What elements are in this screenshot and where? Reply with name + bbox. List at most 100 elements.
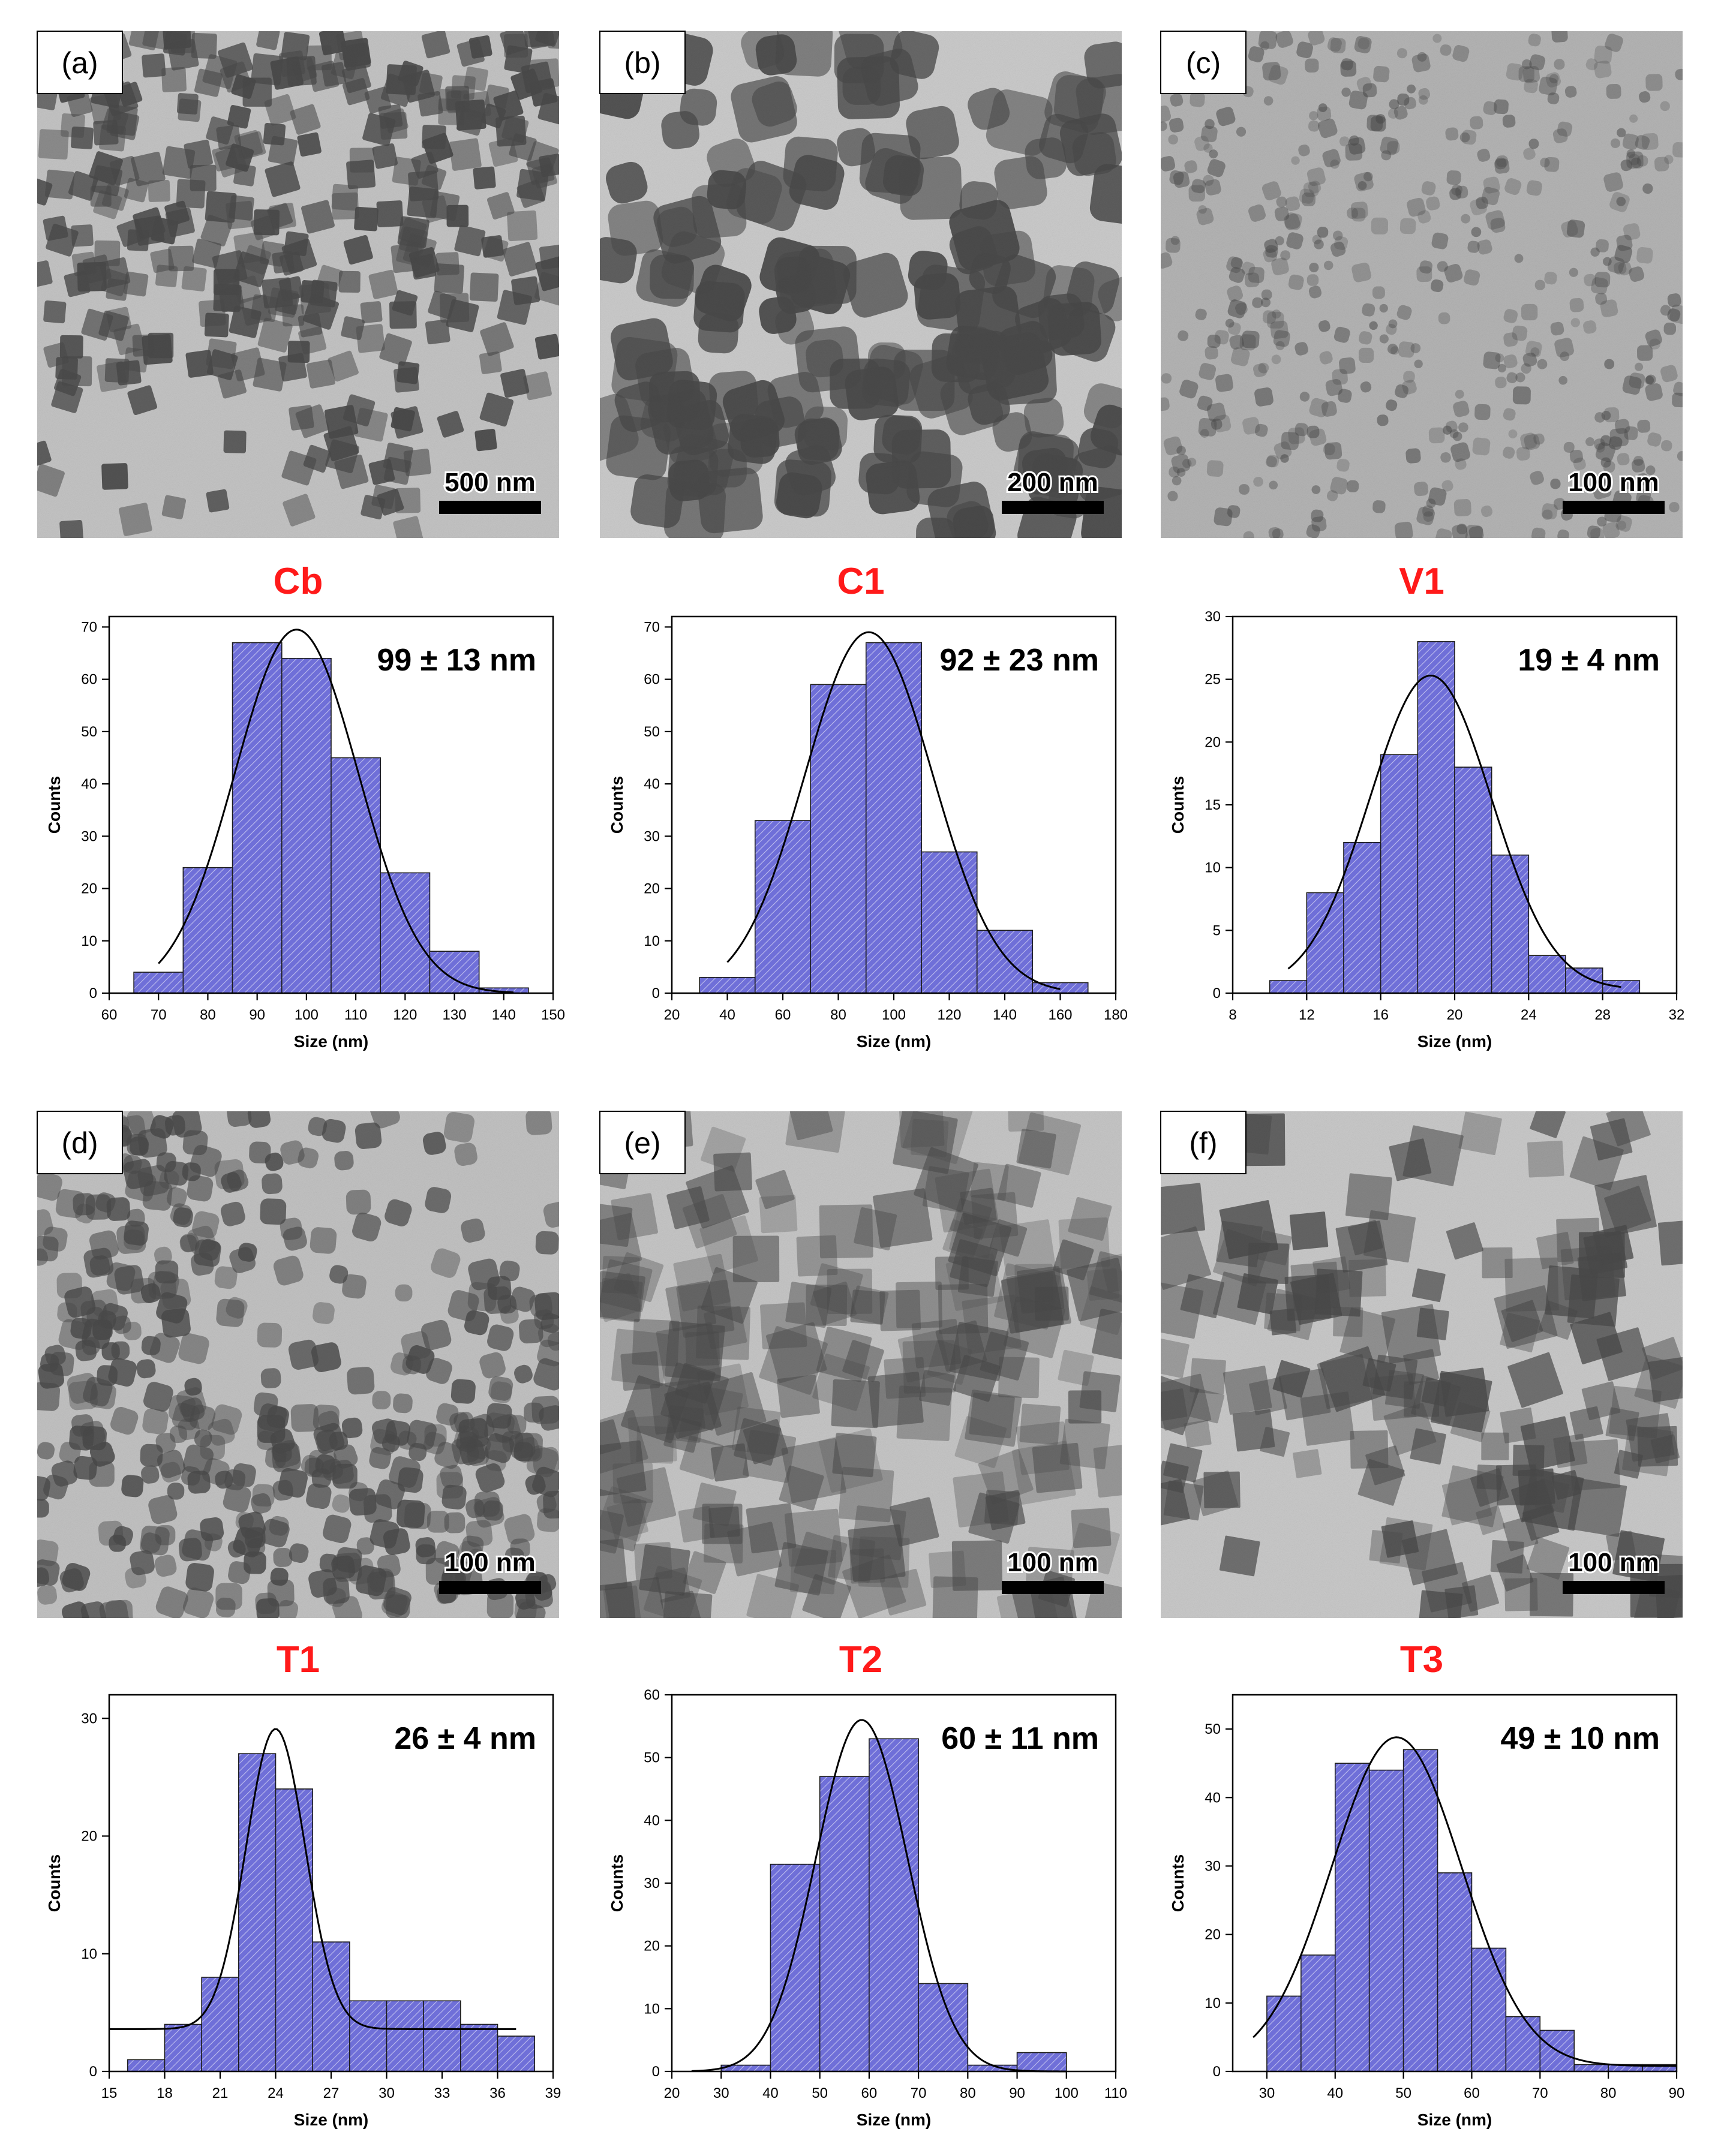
sample-label-t1: T1 bbox=[277, 1639, 320, 1680]
histogram-bar bbox=[1016, 2052, 1067, 2072]
x-axis-title: Size (nm) bbox=[1417, 2110, 1492, 2129]
x-tick-label: 80 bbox=[960, 2085, 976, 2101]
x-tick-label: 140 bbox=[993, 1007, 1017, 1023]
panel-label: (f) bbox=[1160, 1111, 1247, 1174]
histogram-bar bbox=[1402, 1749, 1438, 2072]
tem-image-t2: (e) 100 nm bbox=[599, 1111, 1122, 1618]
scale-bar-label: 100 nm bbox=[444, 1548, 536, 1577]
x-tick-label: 90 bbox=[1009, 2085, 1025, 2101]
x-tick-label: 30 bbox=[713, 2085, 729, 2101]
size-annotation: 60 ± 11 nm bbox=[941, 1721, 1099, 1756]
x-axis-title: Size (nm) bbox=[857, 1032, 931, 1051]
y-tick-label: 50 bbox=[1205, 1721, 1221, 1737]
sample-label-v1: V1 bbox=[1399, 561, 1444, 602]
histogram-bar bbox=[133, 972, 184, 994]
histogram-bar bbox=[1454, 766, 1492, 994]
panel-label: (a) bbox=[37, 31, 123, 94]
y-tick-label: 70 bbox=[81, 619, 97, 635]
histogram-bar bbox=[976, 930, 1034, 994]
x-axis-title: Size (nm) bbox=[294, 2110, 368, 2129]
sample-label-t3: T3 bbox=[1400, 1639, 1443, 1680]
size-annotation: 19 ± 4 nm bbox=[1518, 643, 1660, 678]
histogram-bar bbox=[869, 1738, 919, 2072]
x-tick-label: 12 bbox=[1299, 1007, 1315, 1023]
y-axis-title: Counts bbox=[45, 776, 64, 834]
histogram-c1: 20 40 60 80 100 120 140 160 180 0 10 20 30 40 50 60 70 Si… bbox=[608, 615, 1128, 1051]
plot-frame bbox=[1232, 1694, 1678, 2073]
panel-label: (e) bbox=[599, 1111, 686, 1174]
x-tick-label: 20 bbox=[664, 2085, 680, 2101]
histogram-bar bbox=[1266, 1995, 1302, 2072]
x-tick-label: 50 bbox=[1395, 2085, 1411, 2101]
x-tick-label: 30 bbox=[379, 2085, 395, 2101]
histogram-bar bbox=[1306, 892, 1344, 994]
y-axis-title: Counts bbox=[608, 1854, 626, 1912]
x-tick-label: 110 bbox=[1104, 2085, 1127, 2101]
tem-particles bbox=[37, 1111, 559, 1618]
y-tick-label: 20 bbox=[644, 881, 660, 897]
histogram-bar bbox=[164, 2023, 202, 2072]
x-tick-label: 70 bbox=[151, 1007, 167, 1023]
histogram-bar bbox=[699, 977, 756, 994]
x-tick-label: 30 bbox=[1259, 2085, 1275, 2101]
tem-image-c1: (b) 200 nm bbox=[599, 31, 1122, 538]
y-tick-label: 0 bbox=[652, 2064, 660, 2080]
x-tick-label: 40 bbox=[1327, 2085, 1343, 2101]
x-axis-title: Size (nm) bbox=[294, 1032, 368, 1051]
histogram-bar bbox=[1491, 854, 1530, 994]
x-tick-label: 18 bbox=[157, 2085, 173, 2101]
histogram-bar bbox=[1334, 1763, 1370, 2072]
y-tick-label: 40 bbox=[81, 776, 97, 792]
tem-image-cb: (a) 500 nm bbox=[37, 31, 559, 538]
x-tick-label: 60 bbox=[861, 2085, 878, 2101]
y-tick-label: 25 bbox=[1205, 672, 1221, 688]
scale-bar-label: 100 nm bbox=[1007, 1548, 1098, 1577]
histogram-bar bbox=[281, 657, 332, 994]
x-tick-label: 20 bbox=[1447, 1007, 1463, 1023]
y-tick-label: 50 bbox=[644, 724, 660, 740]
x-axis-title: Size (nm) bbox=[857, 2110, 931, 2129]
gaussian-fit-line bbox=[1253, 1736, 1677, 2067]
histogram-bar bbox=[1565, 967, 1603, 994]
histogram-bar bbox=[1343, 841, 1381, 994]
x-tick-label: 70 bbox=[911, 2085, 927, 2101]
histogram-bar bbox=[275, 1788, 313, 2072]
gaussian-fit-line bbox=[158, 629, 514, 994]
x-tick-label: 80 bbox=[200, 1007, 216, 1023]
panel-label-text: (c) bbox=[1186, 46, 1221, 80]
x-tick-label: 120 bbox=[393, 1007, 417, 1023]
x-tick-label: 120 bbox=[937, 1007, 961, 1023]
y-tick-label: 0 bbox=[1213, 2064, 1221, 2080]
sample-label-cb: Cb bbox=[274, 561, 323, 602]
y-tick-label: 0 bbox=[652, 985, 660, 1002]
scale-bar: 100 nm bbox=[1563, 1546, 1665, 1594]
x-tick-label: 40 bbox=[762, 2085, 779, 2101]
tem-image-t1: (d) 100 nm bbox=[37, 1111, 559, 1618]
x-tick-label: 24 bbox=[268, 2085, 284, 2101]
y-tick-label: 0 bbox=[1213, 985, 1221, 1002]
histogram-t1: 15 18 21 24 27 30 33 36 39 0 10 20 30 Size (nm) Counts… bbox=[45, 1694, 561, 2129]
x-tick-label: 140 bbox=[492, 1007, 516, 1023]
y-tick-label: 10 bbox=[1205, 860, 1221, 876]
y-tick-label: 40 bbox=[644, 1812, 660, 1829]
y-axis-title: Counts bbox=[608, 776, 626, 834]
scale-bar-label: 100 nm bbox=[1568, 468, 1659, 497]
x-tick-label: 80 bbox=[1600, 2085, 1617, 2101]
y-tick-label: 30 bbox=[81, 828, 97, 844]
y-tick-label: 15 bbox=[1205, 797, 1221, 813]
y-tick-label: 50 bbox=[81, 724, 97, 740]
histogram-t2: 20 30 40 50 60 70 80 90 100 110 0 10 20 30 40 50 60 Size … bbox=[608, 1687, 1127, 2129]
y-tick-label: 50 bbox=[644, 1750, 660, 1766]
gaussian-fit-line bbox=[1287, 674, 1621, 988]
panel-label-text: (b) bbox=[624, 46, 660, 80]
x-tick-label: 16 bbox=[1372, 1007, 1389, 1023]
x-tick-label: 24 bbox=[1521, 1007, 1537, 1023]
scale-bar: 500 nm bbox=[439, 466, 541, 514]
x-tick-label: 70 bbox=[1532, 2085, 1548, 2101]
y-tick-label: 20 bbox=[1205, 734, 1221, 750]
y-tick-label: 10 bbox=[644, 2001, 660, 2017]
histogram-bar bbox=[921, 851, 978, 994]
x-tick-label: 20 bbox=[664, 1007, 680, 1023]
histogram-t3: 30 40 50 60 70 80 90 0 10 20 30 40 50 Size (nm) Counts… bbox=[1169, 1694, 1684, 2129]
histogram-bar bbox=[460, 2023, 498, 2072]
